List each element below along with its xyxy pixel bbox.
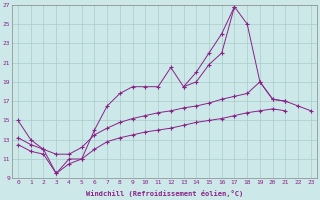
X-axis label: Windchill (Refroidissement éolien,°C): Windchill (Refroidissement éolien,°C) bbox=[86, 190, 243, 197]
